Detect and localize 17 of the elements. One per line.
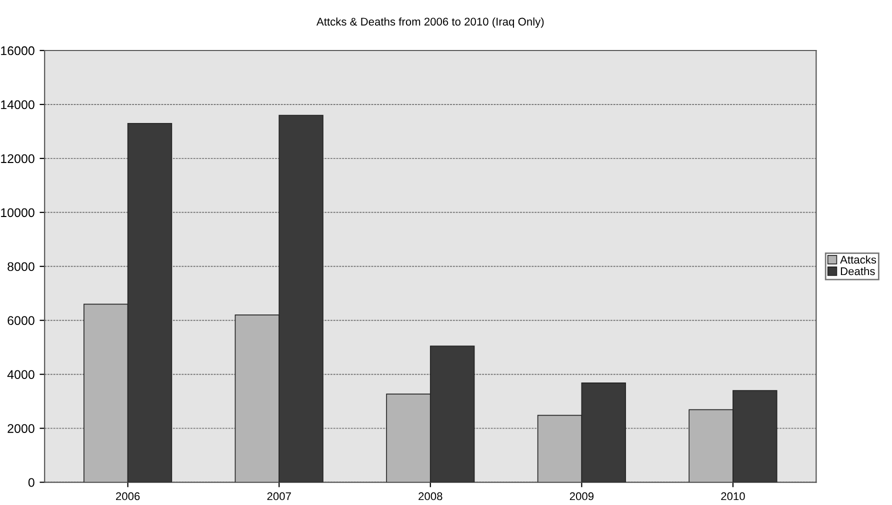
x-tick-label: 2006 (116, 492, 140, 500)
y-tick-label: 14000 (1, 100, 34, 110)
x-tick-label: 2008 (418, 492, 442, 500)
chart-title: Attcks & Deaths from 2006 to 2010 (Iraq Only) (316, 17, 544, 28)
y-tick-label: 16000 (1, 46, 34, 56)
legend-label: Deaths (840, 267, 875, 276)
y-tick-label: 6000 (8, 316, 34, 326)
y-tick-label: 4000 (7, 370, 34, 379)
x-tick-label: 2007 (267, 492, 291, 500)
legend-label: Attacks (840, 255, 876, 264)
y-tick-label: 10000 (1, 208, 34, 218)
x-tick-label: 2010 (721, 492, 745, 500)
x-tick-label: 2009 (570, 492, 594, 500)
y-tick-label: 8000 (8, 262, 34, 272)
y-tick-label: 0 (28, 478, 34, 487)
y-tick-label: 12000 (1, 154, 34, 164)
y-tick-label: 2000 (8, 424, 34, 433)
